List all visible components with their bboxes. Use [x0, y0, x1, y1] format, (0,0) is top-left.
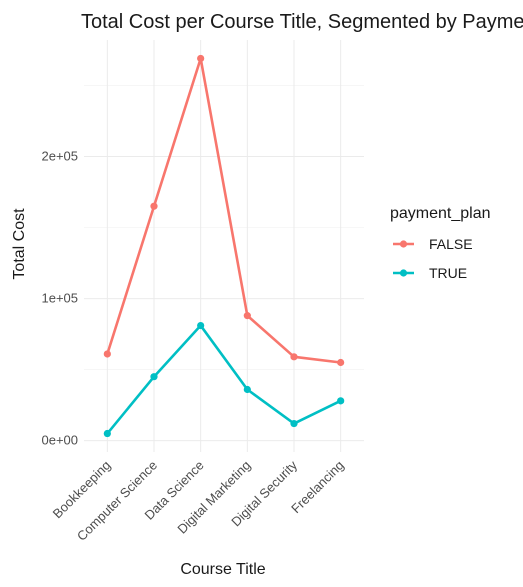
data-point — [197, 321, 205, 330]
data-point — [103, 429, 111, 438]
data-point — [197, 54, 205, 63]
legend: payment_plan FALSE TRUE — [390, 205, 491, 281]
y-tick-label: 0e+00 — [41, 433, 78, 448]
series-group — [103, 54, 345, 438]
data-point — [103, 350, 111, 358]
series-line-true — [106, 324, 342, 435]
grid — [84, 40, 364, 452]
series-line-false — [106, 57, 342, 364]
data-point — [337, 358, 345, 367]
y-tick-label: 1e+05 — [41, 291, 78, 306]
legend-key-point — [399, 269, 408, 277]
data-point — [290, 419, 298, 428]
x-axis-title: Course Title — [180, 561, 265, 578]
data-point — [290, 353, 298, 361]
y-axis-title: Total Cost — [11, 208, 28, 280]
legend-key-false — [393, 240, 414, 248]
legend-key-point — [399, 240, 408, 248]
legend-label: TRUE — [429, 265, 467, 281]
legend-title: payment_plan — [390, 205, 491, 222]
legend-key-true — [393, 269, 414, 277]
data-point — [337, 397, 345, 405]
y-tick-label: 2e+05 — [41, 148, 78, 163]
y-axis-ticks: 0e+00 1e+05 2e+05 — [41, 148, 78, 447]
data-point — [243, 312, 251, 320]
legend-label: FALSE — [429, 236, 473, 252]
x-tick-label: Computer Science — [74, 458, 160, 544]
data-point — [150, 373, 158, 381]
chart-title: Total Cost per Course Title, Segmented b… — [81, 11, 523, 33]
data-point — [150, 202, 158, 210]
data-point — [243, 385, 251, 394]
